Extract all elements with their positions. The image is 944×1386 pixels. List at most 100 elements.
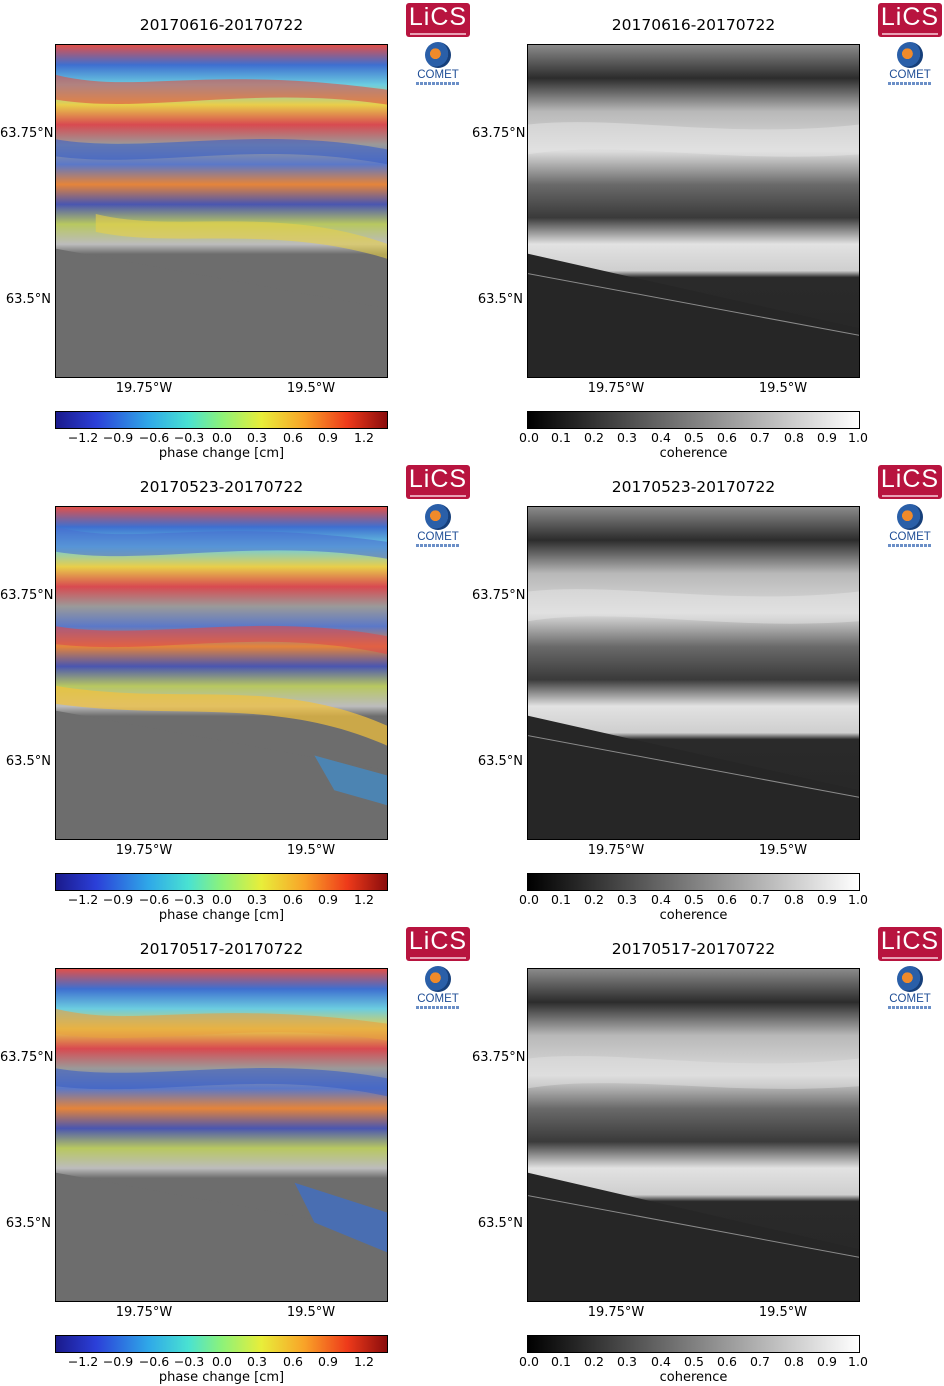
tick-label: −0.3 (173, 430, 205, 445)
coherence-image (527, 44, 860, 378)
tick-label: 0.6 (283, 430, 303, 445)
comet-logo-text: COMET (889, 69, 931, 81)
tick-label: 0.6 (717, 892, 737, 907)
tick-label: −0.3 (173, 892, 205, 907)
comet-logo-text: COMET (417, 993, 459, 1005)
coherence-colorbar (527, 1335, 860, 1353)
tick-label: −0.6 (138, 1354, 170, 1369)
tick-label: −1.2 (67, 892, 99, 907)
tick-label: 0.0 (519, 892, 539, 907)
phase-colorbar-label: phase change [cm] (158, 1370, 285, 1385)
lics-logo-text: LiCS (880, 927, 940, 955)
coherence-panel-title: 20170523-20170722 (611, 478, 776, 496)
tick-label: 0.0 (212, 430, 232, 445)
tick-label: 0.0 (519, 430, 539, 445)
phase-colorbar-ticks: −1.2 −0.9 −0.6 −0.3 0.0 0.3 0.6 0.9 1.2 (55, 891, 388, 907)
tick-label: 0.9 (817, 430, 837, 445)
lics-logo-text: LiCS (408, 3, 468, 31)
phase-colorbar (55, 411, 388, 429)
interferogram-image (55, 44, 388, 378)
tick-label: 0.3 (617, 430, 637, 445)
lat-label-lower: 63.5°N (5, 754, 51, 769)
tick-label: 0.6 (283, 892, 303, 907)
comet-logo-text: COMET (417, 69, 459, 81)
tick-label: 0.5 (684, 430, 704, 445)
coherence-colorbar (527, 873, 860, 891)
tick-label: 0.8 (784, 430, 804, 445)
lics-logo: LiCS (406, 3, 470, 37)
tick-label: 0.2 (584, 892, 604, 907)
coherence-panel-2: 20170523-20170722 63.75°N 63.5°N 19.75°W… (472, 462, 944, 924)
tick-label: 0.9 (817, 892, 837, 907)
tick-label: 0.4 (651, 892, 671, 907)
lics-logo: LiCS (878, 3, 942, 37)
tick-label: 0.3 (247, 1354, 267, 1369)
phase-colorbar-label: phase change [cm] (158, 908, 285, 923)
tick-label: 0.1 (551, 430, 571, 445)
tick-label: 1.2 (354, 892, 374, 907)
coherence-panel-title: 20170517-20170722 (611, 940, 776, 958)
phase-panel-title: 20170616-20170722 (139, 16, 304, 34)
coherence-colorbar-label: coherence (659, 908, 728, 923)
lat-label-lower: 63.5°N (477, 292, 523, 307)
tick-label: 0.1 (551, 892, 571, 907)
lics-logo: LiCS (878, 465, 942, 499)
lics-logo: LiCS (406, 465, 470, 499)
tick-label: −0.3 (173, 1354, 205, 1369)
lat-label-upper: 63.75°N (0, 588, 54, 603)
lon-label-right: 19.5°W (758, 1305, 808, 1320)
coherence-image (527, 968, 860, 1302)
tick-label: 0.5 (684, 892, 704, 907)
interferogram-image (55, 968, 388, 1302)
phase-panel-1: 20170616-20170722 63.75°N 63.5°N 19.75°W… (0, 0, 472, 462)
coherence-panel-title: 20170616-20170722 (611, 16, 776, 34)
phase-colorbar-ticks: −1.2 −0.9 −0.6 −0.3 0.0 0.3 0.6 0.9 1.2 (55, 429, 388, 445)
tick-label: 0.7 (750, 430, 770, 445)
comet-logo: COMET (880, 966, 940, 1018)
coherence-panel-3: 20170517-20170722 63.75°N 63.5°N 19.75°W… (472, 924, 944, 1386)
tick-label: 0.2 (584, 1354, 604, 1369)
lics-logo-text: LiCS (408, 465, 468, 493)
tick-label: −0.9 (102, 1354, 134, 1369)
lics-logo-text: LiCS (408, 927, 468, 955)
lat-label-upper: 63.75°N (472, 588, 526, 603)
tick-label: 0.2 (584, 430, 604, 445)
coherence-colorbar-ticks: 0.0 0.1 0.2 0.3 0.4 0.5 0.6 0.7 0.8 0.9 … (519, 1353, 868, 1369)
lon-label-left: 19.75°W (587, 381, 645, 396)
tick-label: 1.0 (848, 1354, 868, 1369)
lon-label-left: 19.75°W (587, 1305, 645, 1320)
lat-label-lower: 63.5°N (5, 292, 51, 307)
tick-label: 0.6 (283, 1354, 303, 1369)
lat-label-upper: 63.75°N (0, 1050, 54, 1065)
coherence-image (527, 506, 860, 840)
tick-label: 0.5 (684, 1354, 704, 1369)
comet-emblem-icon (897, 966, 923, 992)
tick-label: 1.0 (848, 892, 868, 907)
lon-label-left: 19.75°W (115, 843, 173, 858)
coherence-colorbar (527, 411, 860, 429)
tick-label: 0.9 (817, 1354, 837, 1369)
lics-logo: LiCS (406, 927, 470, 961)
tick-label: 0.7 (750, 1354, 770, 1369)
phase-panel-title: 20170517-20170722 (139, 940, 304, 958)
comet-logo-text: COMET (889, 993, 931, 1005)
coherence-colorbar-label: coherence (659, 1370, 728, 1385)
lon-label-right: 19.5°W (286, 381, 336, 396)
tick-label: 0.8 (784, 1354, 804, 1369)
tick-label: 0.4 (651, 430, 671, 445)
tick-label: 0.9 (318, 892, 338, 907)
comet-logo-text: COMET (417, 531, 459, 543)
comet-emblem-icon (425, 504, 451, 530)
tick-label: −0.9 (102, 892, 134, 907)
phase-panel-3: 20170517-20170722 63.75°N 63.5°N 19.75°W… (0, 924, 472, 1386)
phase-colorbar (55, 873, 388, 891)
tick-label: −0.9 (102, 430, 134, 445)
comet-logo: COMET (880, 42, 940, 94)
tick-label: 0.3 (617, 1354, 637, 1369)
lon-label-left: 19.75°W (587, 843, 645, 858)
tick-label: 0.1 (551, 1354, 571, 1369)
lat-label-upper: 63.75°N (0, 126, 54, 141)
tick-label: 1.0 (848, 430, 868, 445)
lics-logo: LiCS (878, 927, 942, 961)
lics-logo-text: LiCS (880, 3, 940, 31)
